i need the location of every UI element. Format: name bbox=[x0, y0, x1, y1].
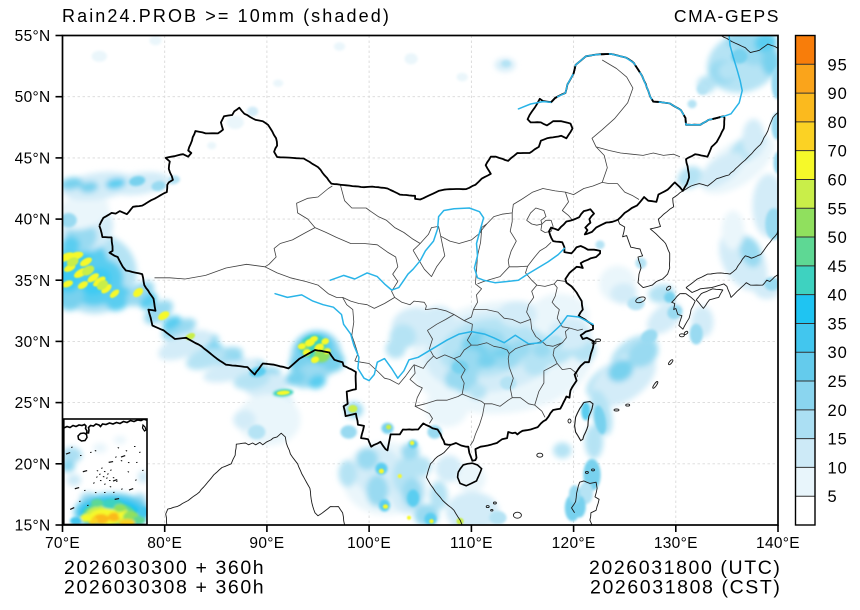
svg-text:70: 70 bbox=[828, 143, 848, 161]
svg-text:40°N: 40°N bbox=[15, 212, 51, 229]
svg-text:95: 95 bbox=[828, 56, 848, 74]
svg-text:90°E: 90°E bbox=[249, 535, 284, 552]
svg-text:5: 5 bbox=[828, 488, 838, 506]
svg-text:80: 80 bbox=[828, 114, 848, 132]
svg-text:35: 35 bbox=[828, 315, 848, 333]
svg-text:50°N: 50°N bbox=[15, 89, 51, 106]
svg-text:45: 45 bbox=[828, 258, 848, 276]
svg-text:70°E: 70°E bbox=[45, 535, 80, 552]
svg-text:90: 90 bbox=[828, 85, 848, 103]
svg-text:140°E: 140°E bbox=[756, 535, 800, 552]
svg-text:35°N: 35°N bbox=[15, 273, 51, 290]
svg-text:25: 25 bbox=[828, 373, 848, 391]
svg-text:130°E: 130°E bbox=[654, 535, 698, 552]
svg-text:2026031808 (CST): 2026031808 (CST) bbox=[590, 577, 781, 599]
svg-text:2026030300 + 360h: 2026030300 + 360h bbox=[64, 557, 265, 579]
svg-text:55: 55 bbox=[828, 200, 848, 218]
svg-text:20: 20 bbox=[828, 402, 848, 420]
svg-text:45°N: 45°N bbox=[15, 150, 51, 167]
svg-text:30°N: 30°N bbox=[15, 334, 51, 351]
svg-text:55°N: 55°N bbox=[15, 28, 51, 45]
svg-text:120°E: 120°E bbox=[552, 535, 596, 552]
svg-text:20°N: 20°N bbox=[15, 456, 51, 473]
svg-text:CMA-GEPS: CMA-GEPS bbox=[674, 6, 780, 26]
svg-text:30: 30 bbox=[828, 344, 848, 362]
svg-text:2026031800 (UTC): 2026031800 (UTC) bbox=[589, 557, 782, 579]
svg-text:15°N: 15°N bbox=[15, 518, 51, 535]
svg-text:50: 50 bbox=[828, 229, 848, 247]
svg-text:25°N: 25°N bbox=[15, 395, 51, 412]
svg-text:2026030308 + 360h: 2026030308 + 360h bbox=[64, 577, 265, 599]
svg-text:40: 40 bbox=[828, 287, 848, 305]
svg-text:15: 15 bbox=[828, 431, 848, 449]
svg-text:60: 60 bbox=[828, 171, 848, 189]
svg-text:110°E: 110°E bbox=[450, 535, 493, 552]
svg-text:10: 10 bbox=[828, 459, 848, 477]
svg-text:100°E: 100°E bbox=[347, 535, 391, 552]
svg-text:Rain24.PROB >= 10mm (shaded): Rain24.PROB >= 10mm (shaded) bbox=[62, 6, 391, 26]
svg-text:80°E: 80°E bbox=[147, 535, 182, 552]
